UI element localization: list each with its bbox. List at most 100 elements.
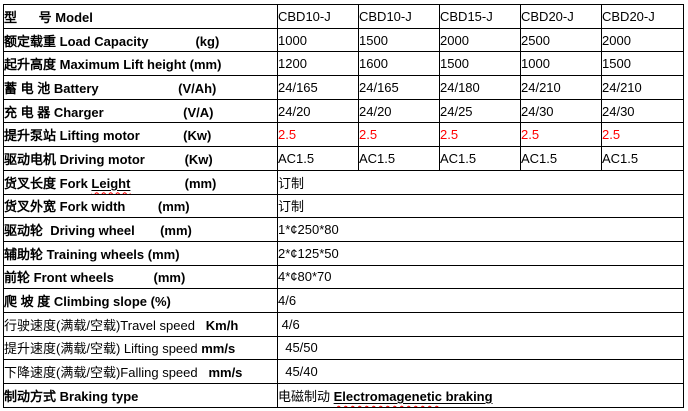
text-part: 4/6 xyxy=(278,293,297,309)
row-battery-value-4: 24/210 xyxy=(520,75,602,100)
row-travel-speed-value: 4/6 xyxy=(277,311,684,337)
text-part: Lifting motor xyxy=(59,128,140,144)
text-part: 行驶速度(满载/空载) xyxy=(4,317,121,333)
row-charger-label: 充 电 器 Charger (V/A) xyxy=(3,98,278,124)
text-part: 电磁制动 xyxy=(278,388,334,404)
row-lifting-motor-value-3: 2.5 xyxy=(439,122,521,148)
text-part xyxy=(148,34,195,49)
row-battery-value-3: 24/180 xyxy=(439,75,521,100)
text-part: Load Capacity xyxy=(59,33,149,49)
misspelled-word: Electromagenetic xyxy=(333,388,442,404)
text-part: Training wheels (mm) xyxy=(46,246,180,262)
text-part: 下降速度(满载/空载) xyxy=(4,365,121,381)
text-part: (Kw) xyxy=(183,128,212,144)
text-part: Fork xyxy=(59,175,92,191)
row-lifting-motor-value-1: 2.5 xyxy=(277,122,359,148)
row-lifting-speed-value: 45/50 xyxy=(277,335,684,361)
text-part: Driving motor xyxy=(59,151,145,167)
row-falling-speed-label: 下降速度(满载/空载)Falling speed mm/s xyxy=(3,359,278,384)
text-part: 45/40 xyxy=(278,364,318,380)
text-part: 驱动电机 xyxy=(4,151,60,167)
model-column-2: CBD10-J xyxy=(358,4,440,29)
row-falling-speed-value: 45/40 xyxy=(277,359,684,384)
text-part: Travel speed xyxy=(120,317,195,333)
text-part: (mm) xyxy=(157,199,190,215)
text-part: braking xyxy=(442,388,493,404)
row-max-lift-height-value-4: 1000 xyxy=(520,51,602,77)
text-part xyxy=(195,318,206,333)
row-driving-motor-value-4: AC1.5 xyxy=(520,146,602,171)
row-training-wheels-value: 2*¢125*50 xyxy=(277,240,684,266)
misspelled-word: Leight xyxy=(91,175,131,191)
row-fork-width-label: 货叉外宽 Fork width (mm) xyxy=(3,193,278,219)
row-falling-speed: 下降速度(满载/空载)Falling speed mm/s 45/40 xyxy=(3,359,684,384)
row-driving-wheel: 驱动轮 Driving wheel (mm) 1*¢250*80 xyxy=(3,217,684,242)
row-load-capacity-value-4: 2500 xyxy=(520,27,602,53)
row-driving-wheel-label: 驱动轮 Driving wheel (mm) xyxy=(3,217,278,242)
row-driving-motor-value-5: AC1.5 xyxy=(601,146,684,171)
row-driving-wheel-value: 1*¢250*80 xyxy=(277,217,684,242)
row-load-capacity-value-2: 1500 xyxy=(358,27,440,53)
text-part: Falling speed xyxy=(120,365,198,381)
row-max-lift-height-value-2: 1600 xyxy=(358,51,440,77)
row-model: 型 号 Model CBD10-J CBD10-J CBD15-J CBD20-J CBD… xyxy=(3,4,684,29)
text-part: Fork width xyxy=(59,199,126,215)
row-travel-speed-label: 行驶速度(满载/空载)Travel speed Km/h xyxy=(3,311,278,337)
row-lifting-motor-value-2: 2.5 xyxy=(358,122,440,148)
model-column-5: CBD20-J xyxy=(601,4,684,29)
model-column-3: CBD15-J xyxy=(439,4,521,29)
row-model-label: 型 号 Model xyxy=(3,4,278,29)
row-battery-value-2: 24/165 xyxy=(358,75,440,100)
text-part: 爬 坡 度 xyxy=(4,294,54,310)
text-part: Km/h xyxy=(205,317,239,333)
text-part: 制动方式 xyxy=(4,388,60,404)
row-climbing-slope-value: 4/6 xyxy=(277,288,684,313)
text-part: Charger xyxy=(53,104,104,120)
text-part xyxy=(135,223,160,238)
text-part xyxy=(130,176,184,191)
row-travel-speed: 行驶速度(满载/空载)Travel speed Km/h 4/6 xyxy=(3,311,684,337)
row-charger-value-2: 24/20 xyxy=(358,98,440,124)
row-charger-value-5: 24/30 xyxy=(601,98,684,124)
text-part: 4/6 xyxy=(278,316,300,332)
text-part: Maximum Lift height (mm) xyxy=(59,57,222,73)
text-part: Lifting speed xyxy=(123,341,202,357)
text-part: Electromagenetic xyxy=(334,389,442,404)
text-part: 45/50 xyxy=(278,340,318,356)
row-max-lift-height-value-5: 1500 xyxy=(601,51,684,77)
row-braking-type-label: 制动方式 Braking type xyxy=(3,383,278,408)
row-charger-value-4: 24/30 xyxy=(520,98,602,124)
row-braking-type: 制动方式 Braking type 电磁制动 Electromagenetic b… xyxy=(3,383,684,408)
row-lifting-speed: 提升速度(满载/空载) Lifting speed mm/s 45/50 xyxy=(3,335,684,361)
text-part: 额定载重 xyxy=(4,33,60,49)
text-part: (mm) xyxy=(160,223,192,239)
text-part: Leight xyxy=(91,176,130,191)
row-front-wheels: 前轮 Front wheels (mm) 4*¢80*70 xyxy=(3,264,684,290)
row-fork-width: 货叉外宽 Fork width (mm) 订制 xyxy=(3,193,684,219)
row-battery-label: 蓄 电 池 Battery (V/Ah) xyxy=(3,75,278,100)
text-part xyxy=(145,152,185,167)
row-climbing-slope: 爬 坡 度 Climbing slope (%) 4/6 xyxy=(3,288,684,313)
row-max-lift-height-value-3: 1500 xyxy=(439,51,521,77)
row-load-capacity-value-5: 2000 xyxy=(601,27,684,53)
row-fork-width-value: 订制 xyxy=(277,193,684,219)
text-part: Model xyxy=(55,9,93,25)
text-part: (mm) xyxy=(153,270,186,286)
text-part: 驱动轮 xyxy=(4,223,51,239)
text-part xyxy=(140,128,183,143)
text-part: mm/s xyxy=(201,341,236,357)
text-part: (mm) xyxy=(184,175,217,191)
text-part xyxy=(198,365,209,380)
row-lifting-motor-value-4: 2.5 xyxy=(520,122,602,148)
row-driving-motor: 驱动电机 Driving motor (Kw) AC1.5 AC1.5 AC1.5 AC… xyxy=(3,146,684,171)
row-load-capacity: 额定载重 Load Capacity (kg) 1000 1500 2000 2500 2… xyxy=(3,27,684,53)
row-charger-value-3: 24/25 xyxy=(439,98,521,124)
row-battery-value-5: 24/210 xyxy=(601,75,684,100)
row-load-capacity-value-3: 2000 xyxy=(439,27,521,53)
text-part: 辅助轮 xyxy=(4,246,47,262)
row-driving-motor-value-3: AC1.5 xyxy=(439,146,521,171)
text-part: 充 电 器 xyxy=(4,104,54,120)
row-front-wheels-label: 前轮 Front wheels (mm) xyxy=(3,264,278,290)
text-part: 1*¢250*80 xyxy=(278,222,339,238)
row-charger: 充 电 器 Charger (V/A) 24/20 24/20 24/25 24/30 2… xyxy=(3,98,684,124)
